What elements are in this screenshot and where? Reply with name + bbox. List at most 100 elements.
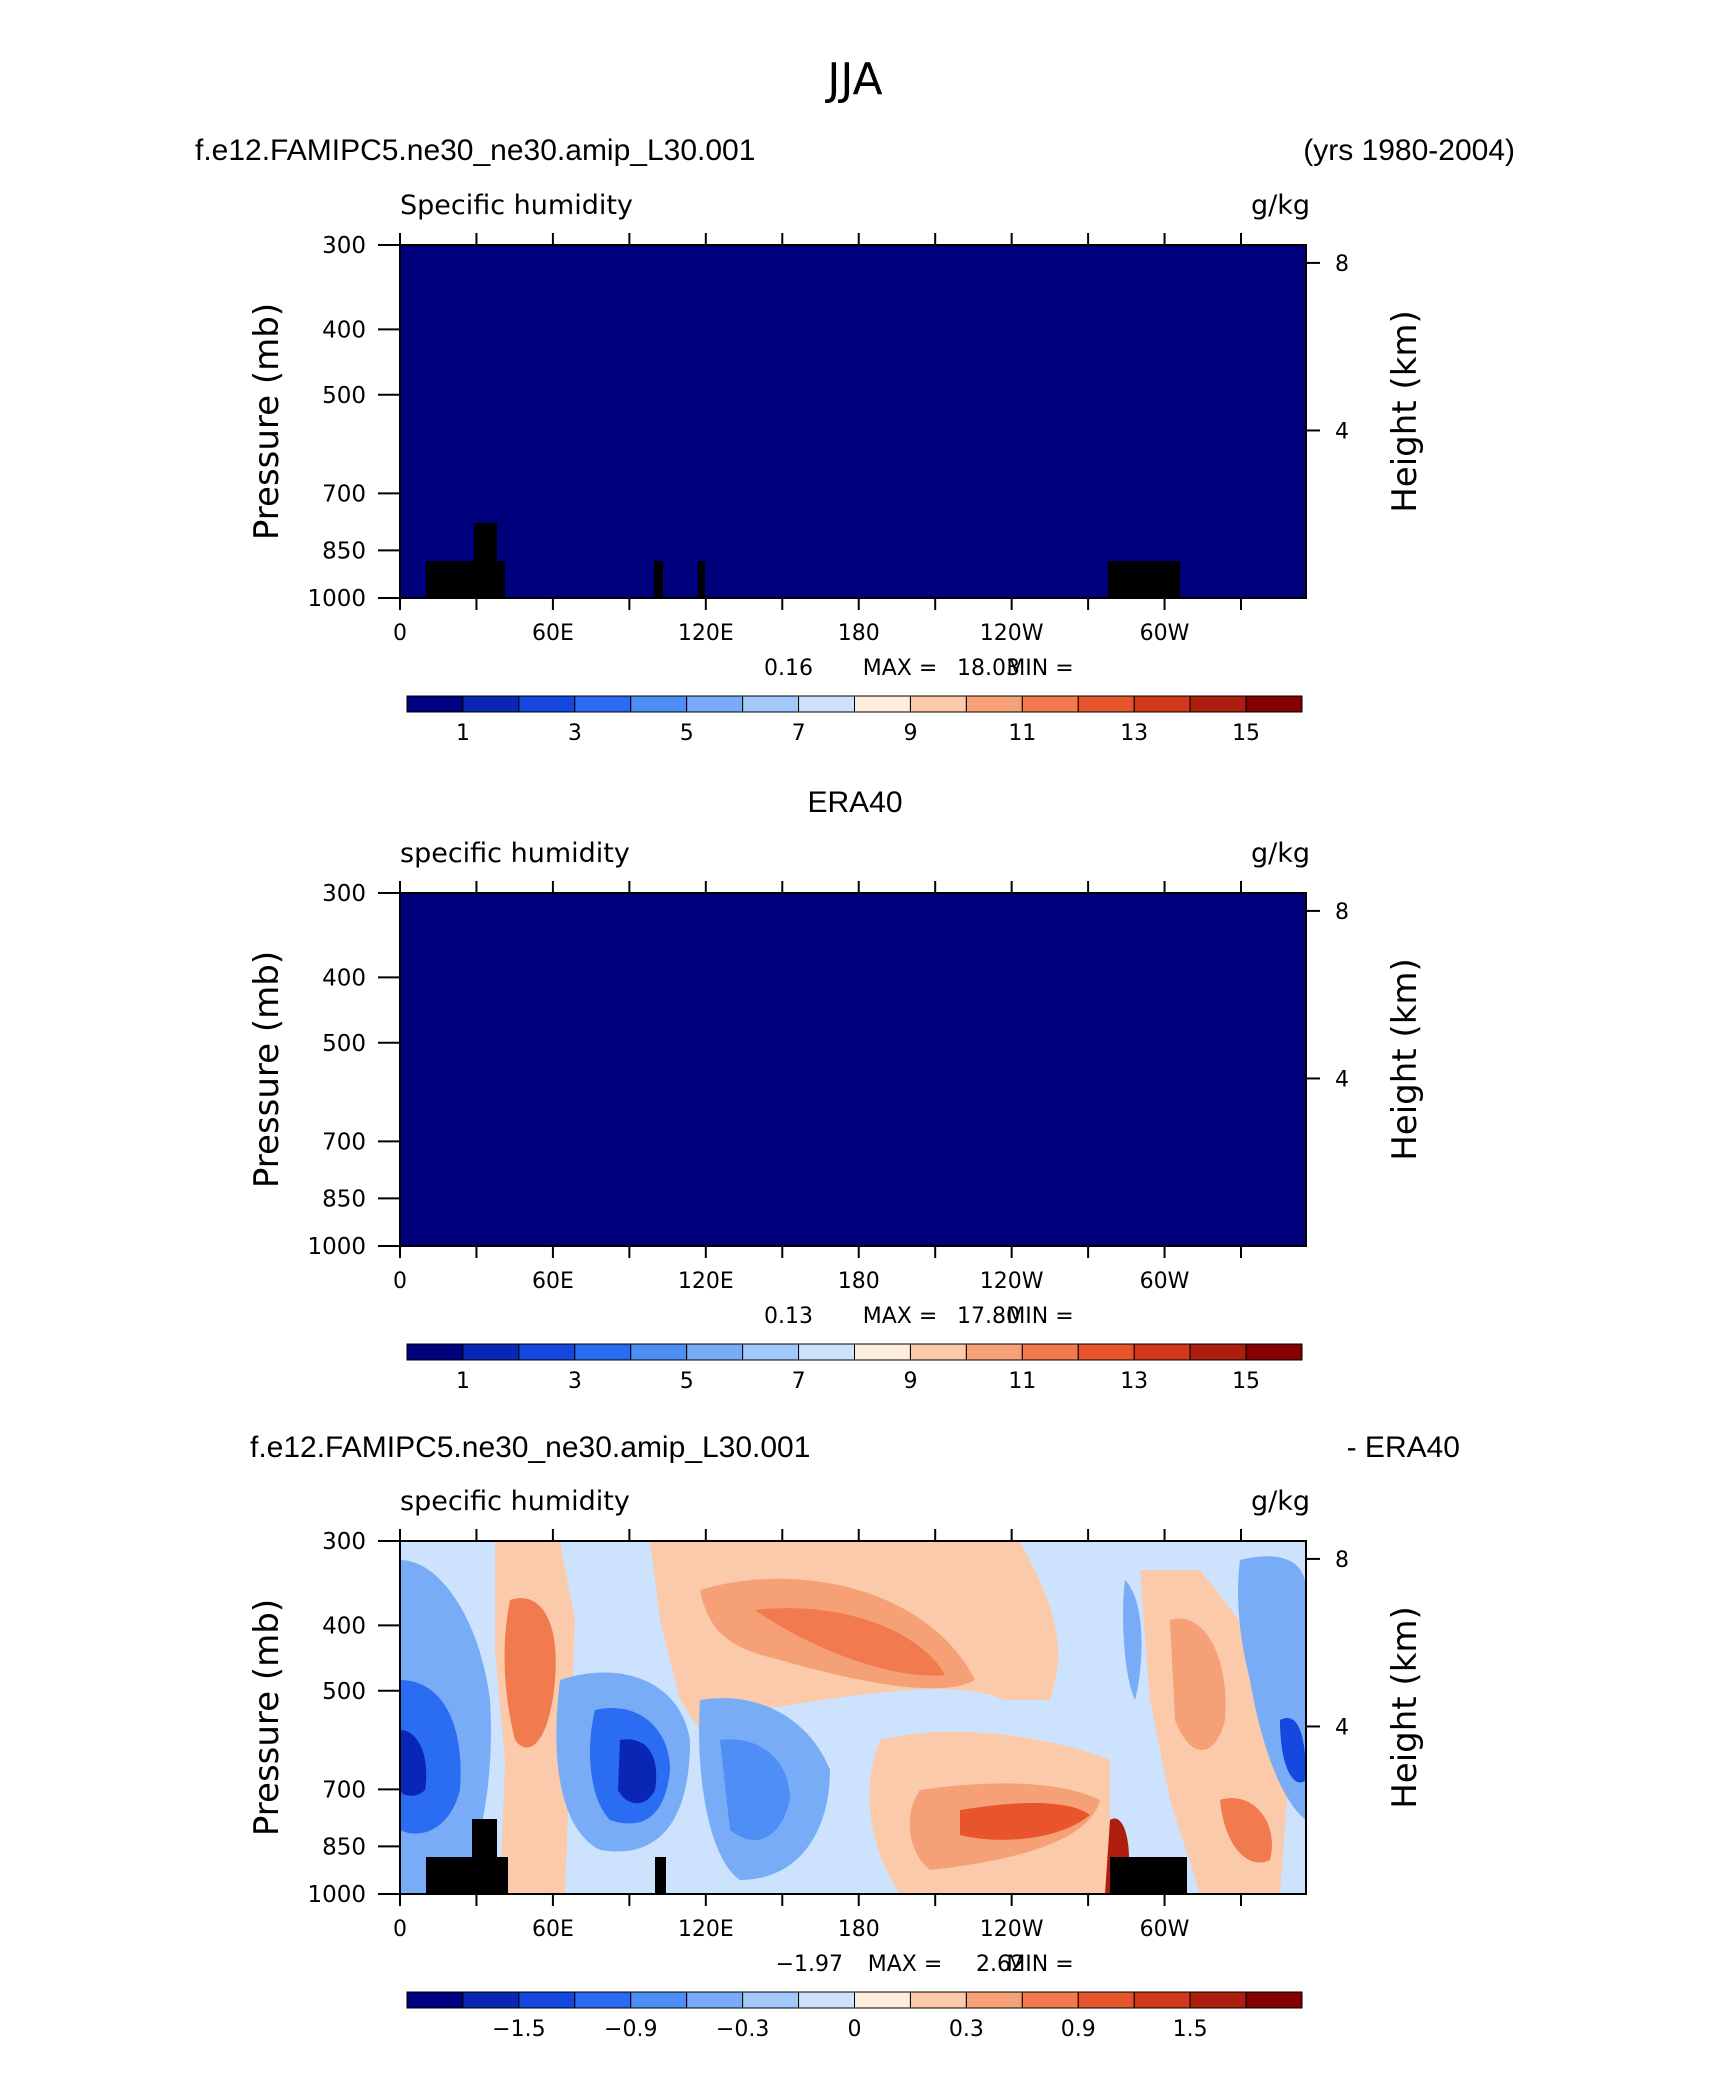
topography-block [474, 523, 497, 563]
x-tick-label: 0 [393, 1269, 407, 1294]
colorbar-label: 0.9 [1061, 2017, 1096, 2042]
y-tick-label: 300 [322, 233, 366, 259]
colorbar-swatch [1245, 1991, 1303, 2009]
y-tick-label: 400 [322, 317, 366, 343]
stats-max-value: 18.03 [957, 656, 1020, 681]
colorbar-label: 11 [1008, 721, 1036, 746]
plot-frame [399, 1540, 1307, 1895]
colorbar-label: 7 [792, 1369, 806, 1394]
colorbar-swatch [406, 1343, 464, 1361]
x-tick-label: 120E [678, 1269, 734, 1294]
colorbar-swatch [1021, 1343, 1079, 1361]
panel-header-left: f.e12.FAMIPC5.ne30_ne30.amip_L30.001 [195, 134, 755, 167]
stats-max-value: 17.80 [957, 1304, 1020, 1329]
panel-header-right: (yrs 1980-2004) [1303, 134, 1515, 167]
colorbar-label: 3 [568, 1369, 582, 1394]
stats-min-value: 0.13 [764, 1304, 813, 1329]
variable-label: specific humidity [400, 838, 630, 869]
colorbar-label: 3 [568, 721, 582, 746]
colorbar: −1.5 −0.9 −0.3 0 0.3 0.9 1.5 [406, 1991, 1303, 2042]
variable-label: Specific humidity [400, 190, 633, 221]
y-tick-label: 850 [322, 1834, 366, 1860]
colorbar-swatch [1245, 1343, 1303, 1361]
colorbar-swatch [909, 1343, 967, 1361]
x-tick-label: 0 [393, 621, 407, 646]
units-label: g/kg [1251, 1486, 1310, 1517]
x-tick-label: 120W [980, 621, 1044, 646]
colorbar-swatch [630, 695, 688, 713]
colorbar-label: 15 [1232, 1369, 1260, 1394]
x-tick-label: 60W [1140, 1269, 1190, 1294]
x-tick-label: 120E [678, 621, 734, 646]
anomaly-region [1123, 1580, 1142, 1700]
colorbar: 1 3 5 7 9 11 13 15 [406, 695, 1303, 746]
colorbar-label: 7 [792, 721, 806, 746]
y-tick-label: 500 [322, 1679, 366, 1705]
contour-field [400, 893, 1306, 1246]
y2-axis-title: Height (km) [1385, 958, 1425, 1161]
colorbar-swatch [406, 1991, 464, 2009]
anomaly-region [1280, 1718, 1306, 1783]
topography-block [1108, 561, 1180, 598]
y-tick-label: 500 [322, 1031, 366, 1057]
colorbar-label: −0.3 [716, 2017, 769, 2042]
colorbar-swatch [742, 1343, 800, 1361]
colorbar-swatch [909, 695, 967, 713]
anomaly-region [755, 1608, 945, 1676]
colorbar-swatch [518, 695, 576, 713]
y2-tick-label: 4 [1335, 419, 1349, 444]
y2-tick-label: 4 [1335, 1715, 1349, 1740]
y-tick-label: 500 [322, 383, 366, 409]
y-tick-label: 300 [322, 1529, 366, 1555]
colorbar-swatch [1077, 695, 1135, 713]
colorbar-swatch [518, 1343, 576, 1361]
colorbar-label: 5 [680, 721, 694, 746]
y-tick-label: 700 [322, 1129, 366, 1155]
y2-tick-label: 8 [1335, 252, 1349, 277]
colorbar-swatch [798, 695, 855, 713]
colorbar-swatch [1189, 695, 1247, 713]
x-tick-label: 60W [1140, 1917, 1190, 1942]
anomaly-region [960, 1803, 1090, 1840]
variable-label: specific humidity [400, 1486, 630, 1517]
colorbar-swatch [686, 695, 744, 713]
colorbar-swatch [518, 1991, 576, 2009]
y-tick-label: 1000 [307, 586, 366, 612]
topography-block [426, 1857, 508, 1894]
colorbar-swatch [1021, 1991, 1079, 2009]
stats-max-label: MAX = [868, 1952, 943, 1977]
colorbar: 1 3 5 7 9 11 13 15 [406, 1343, 1303, 1394]
y2-tick-label: 4 [1335, 1067, 1349, 1092]
colorbar-swatch [798, 1343, 855, 1361]
colorbar-label: 5 [680, 1369, 694, 1394]
colorbar-swatch [965, 1343, 1023, 1361]
stats-min-value: 0.16 [764, 656, 813, 681]
topography-block [654, 561, 663, 598]
colorbar-swatch [742, 1991, 800, 2009]
stats-min-value: −1.97 [776, 1952, 843, 1977]
panel-model: f.e12.FAMIPC5.ne30_ne30.amip_L30.001 (yr… [195, 134, 1515, 746]
colorbar-label: 15 [1232, 721, 1260, 746]
plot-frame [399, 892, 1307, 1247]
panel-era40: ERA40 specific humidity g/kg 0 60E 120E 180… [247, 786, 1425, 1394]
colorbar-label: 0 [848, 2017, 862, 2042]
stats-max-label: MAX = [863, 656, 938, 681]
colorbar-swatch [1077, 1343, 1135, 1361]
colorbar-swatch [462, 695, 520, 713]
colorbar-label: 0.3 [949, 2017, 984, 2042]
topography-block [472, 1819, 497, 1859]
topography-block [1110, 1857, 1187, 1894]
topography-block [655, 1857, 666, 1894]
colorbar-swatch [742, 695, 800, 713]
colorbar-swatch [1133, 695, 1191, 713]
negative-anomalies [400, 1556, 1306, 1894]
colorbar-swatch [1133, 1991, 1191, 2009]
contour-band [400, 245, 1306, 598]
colorbar-label: 11 [1008, 1369, 1036, 1394]
colorbar-swatch [1077, 1991, 1135, 2009]
colorbar-swatch [462, 1991, 520, 2009]
y-tick-label: 400 [322, 965, 366, 991]
colorbar-label: 13 [1120, 1369, 1148, 1394]
x-tick-label: 120W [980, 1917, 1044, 1942]
x-tick-label: 60W [1140, 621, 1190, 646]
